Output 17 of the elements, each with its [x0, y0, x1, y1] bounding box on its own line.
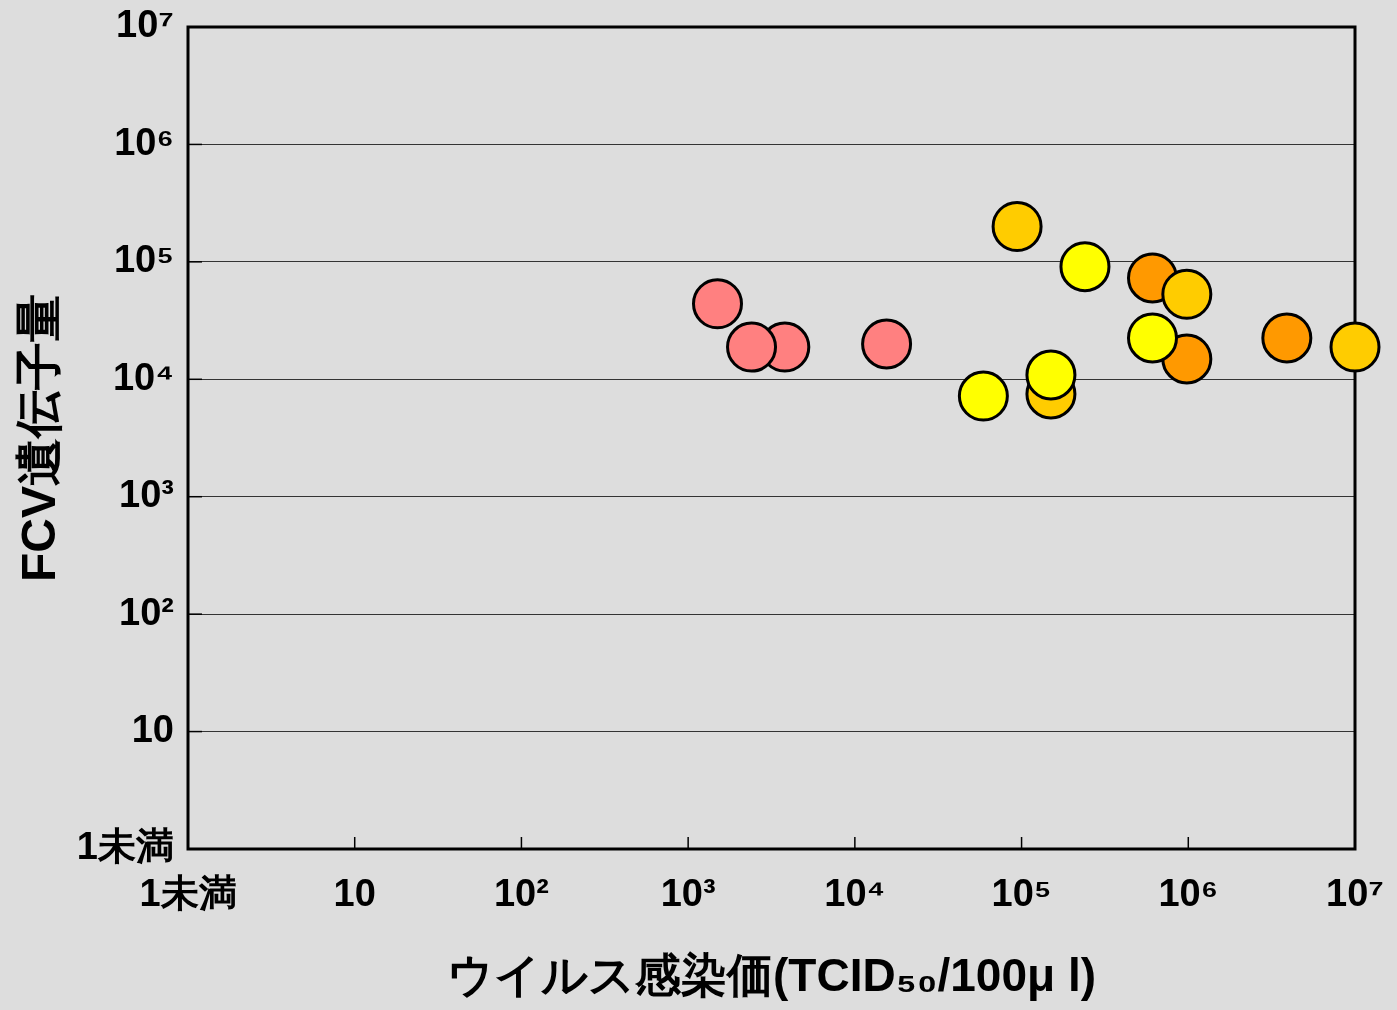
x-tick-label: 10⁷: [1326, 872, 1384, 915]
y-tick-label: 10⁷: [116, 3, 174, 46]
y-tick-label: 10²: [119, 590, 174, 633]
x-tick-label: 10⁴: [824, 872, 886, 915]
y-tick-label: 10⁶: [114, 120, 174, 163]
x-tick-label: 10⁶: [1158, 872, 1219, 915]
x-tick-label: 10⁵: [991, 872, 1052, 915]
y-tick-label: 1未満: [76, 825, 174, 868]
y-tick-label: 10: [131, 708, 174, 751]
y-axis-title: FCV遺伝子量: [12, 294, 66, 582]
x-tick-label: 10²: [493, 872, 549, 915]
x-tick-label: 10: [333, 872, 376, 915]
y-tick-label: 10³: [119, 473, 174, 516]
x-axis-title: ウイルス感染価(TCID₅₀/100μ l): [446, 949, 1097, 1002]
y-tick-label: 10⁵: [113, 238, 174, 281]
y-tick-label: 10⁴: [112, 355, 174, 398]
x-tick-label: 10³: [660, 872, 716, 915]
